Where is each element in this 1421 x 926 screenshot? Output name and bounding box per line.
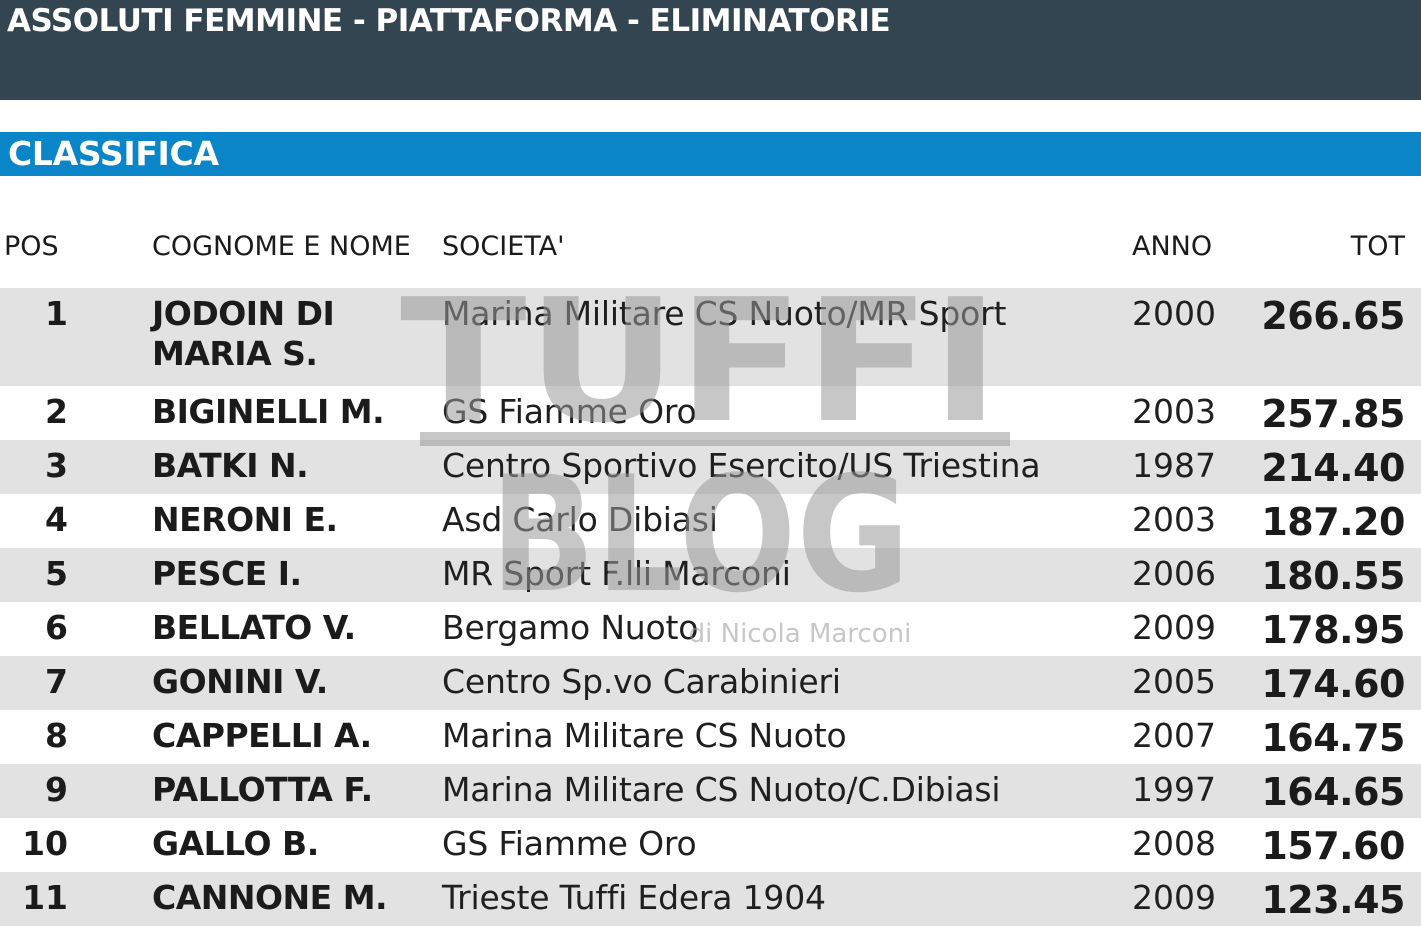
cell-tot: 214.40 — [1250, 440, 1421, 494]
cell-tot: 257.85 — [1250, 386, 1421, 440]
cell-societa: Marina Militare CS Nuoto — [440, 710, 1130, 764]
cell-name: NERONI E. — [150, 494, 440, 548]
table-header-row: POS COGNOME E NOME SOCIETA' ANNO TOT — [0, 206, 1421, 288]
cell-name: PALLOTTA F. — [150, 764, 440, 818]
cell-pos: 6 — [0, 602, 150, 656]
cell-name: JODOIN DI MARIA S. — [150, 288, 440, 386]
cell-name: CANNONE M. — [150, 872, 440, 926]
cell-pos: 7 — [0, 656, 150, 710]
table-row: 5 PESCE I. MR Sport F.lli Marconi 2006 180.5… — [0, 548, 1421, 602]
table-row: 3 BATKI N. Centro Sportivo Esercito/US Tri… — [0, 440, 1421, 494]
cell-name: CAPPELLI A. — [150, 710, 440, 764]
cell-name: BATKI N. — [150, 440, 440, 494]
column-header-name: COGNOME E NOME — [152, 231, 411, 262]
cell-pos: 10 — [0, 818, 150, 872]
cell-anno: 1987 — [1130, 440, 1250, 494]
cell-tot: 266.65 — [1250, 288, 1421, 386]
cell-pos: 11 — [0, 872, 150, 926]
cell-pos: 3 — [0, 440, 150, 494]
cell-pos: 4 — [0, 494, 150, 548]
cell-anno: 1997 — [1130, 764, 1250, 818]
cell-pos: 5 — [0, 548, 150, 602]
column-header-pos: POS — [4, 231, 59, 262]
ranking-body: 1 JODOIN DI MARIA S. Marina Militare CS Nu… — [0, 288, 1421, 926]
cell-name: GONINI V. — [150, 656, 440, 710]
table-row: 6 BELLATO V. Bergamo Nuoto 2009 178.95 — [0, 602, 1421, 656]
cell-societa: Centro Sportivo Esercito/US Triestina — [440, 440, 1130, 494]
cell-societa: Trieste Tuffi Edera 1904 — [440, 872, 1130, 926]
cell-anno: 2007 — [1130, 710, 1250, 764]
cell-tot: 164.75 — [1250, 710, 1421, 764]
cell-pos: 9 — [0, 764, 150, 818]
table-row: 10 GALLO B. GS Fiamme Oro 2008 157.60 — [0, 818, 1421, 872]
cell-societa: Asd Carlo Dibiasi — [440, 494, 1130, 548]
column-header-societa: SOCIETA' — [442, 231, 565, 262]
table-row: 8 CAPPELLI A. Marina Militare CS Nuoto 2007… — [0, 710, 1421, 764]
cell-name: BELLATO V. — [150, 602, 440, 656]
cell-name: PESCE I. — [150, 548, 440, 602]
table-row: 9 PALLOTTA F. Marina Militare CS Nuoto/C.D… — [0, 764, 1421, 818]
cell-anno: 2006 — [1130, 548, 1250, 602]
cell-pos: 8 — [0, 710, 150, 764]
cell-societa: MR Sport F.lli Marconi — [440, 548, 1130, 602]
cell-anno: 2008 — [1130, 818, 1250, 872]
column-header-tot: TOT — [1350, 231, 1405, 262]
cell-anno: 2003 — [1130, 494, 1250, 548]
cell-tot: 123.45 — [1250, 872, 1421, 926]
table-row: 2 BIGINELLI M. GS Fiamme Oro 2003 257.85 — [0, 386, 1421, 440]
cell-societa: Marina Militare CS Nuoto/C.Dibiasi — [440, 764, 1130, 818]
cell-name: GALLO B. — [150, 818, 440, 872]
cell-societa: Bergamo Nuoto — [440, 602, 1130, 656]
cell-tot: 157.60 — [1250, 818, 1421, 872]
cell-societa: Centro Sp.vo Carabinieri — [440, 656, 1130, 710]
cell-anno: 2000 — [1130, 288, 1250, 386]
ranking-table: POS COGNOME E NOME SOCIETA' ANNO TOT 1 JO… — [0, 206, 1421, 926]
cell-anno: 2003 — [1130, 386, 1250, 440]
cell-tot: 187.20 — [1250, 494, 1421, 548]
section-title: CLASSIFICA — [8, 134, 219, 173]
cell-societa: GS Fiamme Oro — [440, 818, 1130, 872]
table-row: 1 JODOIN DI MARIA S. Marina Militare CS Nu… — [0, 288, 1421, 386]
cell-pos: 2 — [0, 386, 150, 440]
page-title: ASSOLUTI FEMMINE - PIATTAFORMA - ELIMINA… — [7, 3, 891, 39]
cell-tot: 180.55 — [1250, 548, 1421, 602]
cell-anno: 2009 — [1130, 602, 1250, 656]
section-bar: CLASSIFICA — [0, 132, 1421, 176]
cell-pos: 1 — [0, 288, 150, 386]
cell-societa: Marina Militare CS Nuoto/MR Sport — [440, 288, 1130, 386]
table-row: 4 NERONI E. Asd Carlo Dibiasi 2003 187.20 — [0, 494, 1421, 548]
cell-anno: 2009 — [1130, 872, 1250, 926]
cell-tot: 178.95 — [1250, 602, 1421, 656]
cell-anno: 2005 — [1130, 656, 1250, 710]
header-bar: ASSOLUTI FEMMINE - PIATTAFORMA - ELIMINA… — [0, 0, 1421, 100]
table-row: 7 GONINI V. Centro Sp.vo Carabinieri 2005 17… — [0, 656, 1421, 710]
table-row: 11 CANNONE M. Trieste Tuffi Edera 1904 2009… — [0, 872, 1421, 926]
column-header-anno: ANNO — [1132, 231, 1213, 262]
cell-societa: GS Fiamme Oro — [440, 386, 1130, 440]
cell-tot: 164.65 — [1250, 764, 1421, 818]
cell-tot: 174.60 — [1250, 656, 1421, 710]
cell-name: BIGINELLI M. — [150, 386, 440, 440]
